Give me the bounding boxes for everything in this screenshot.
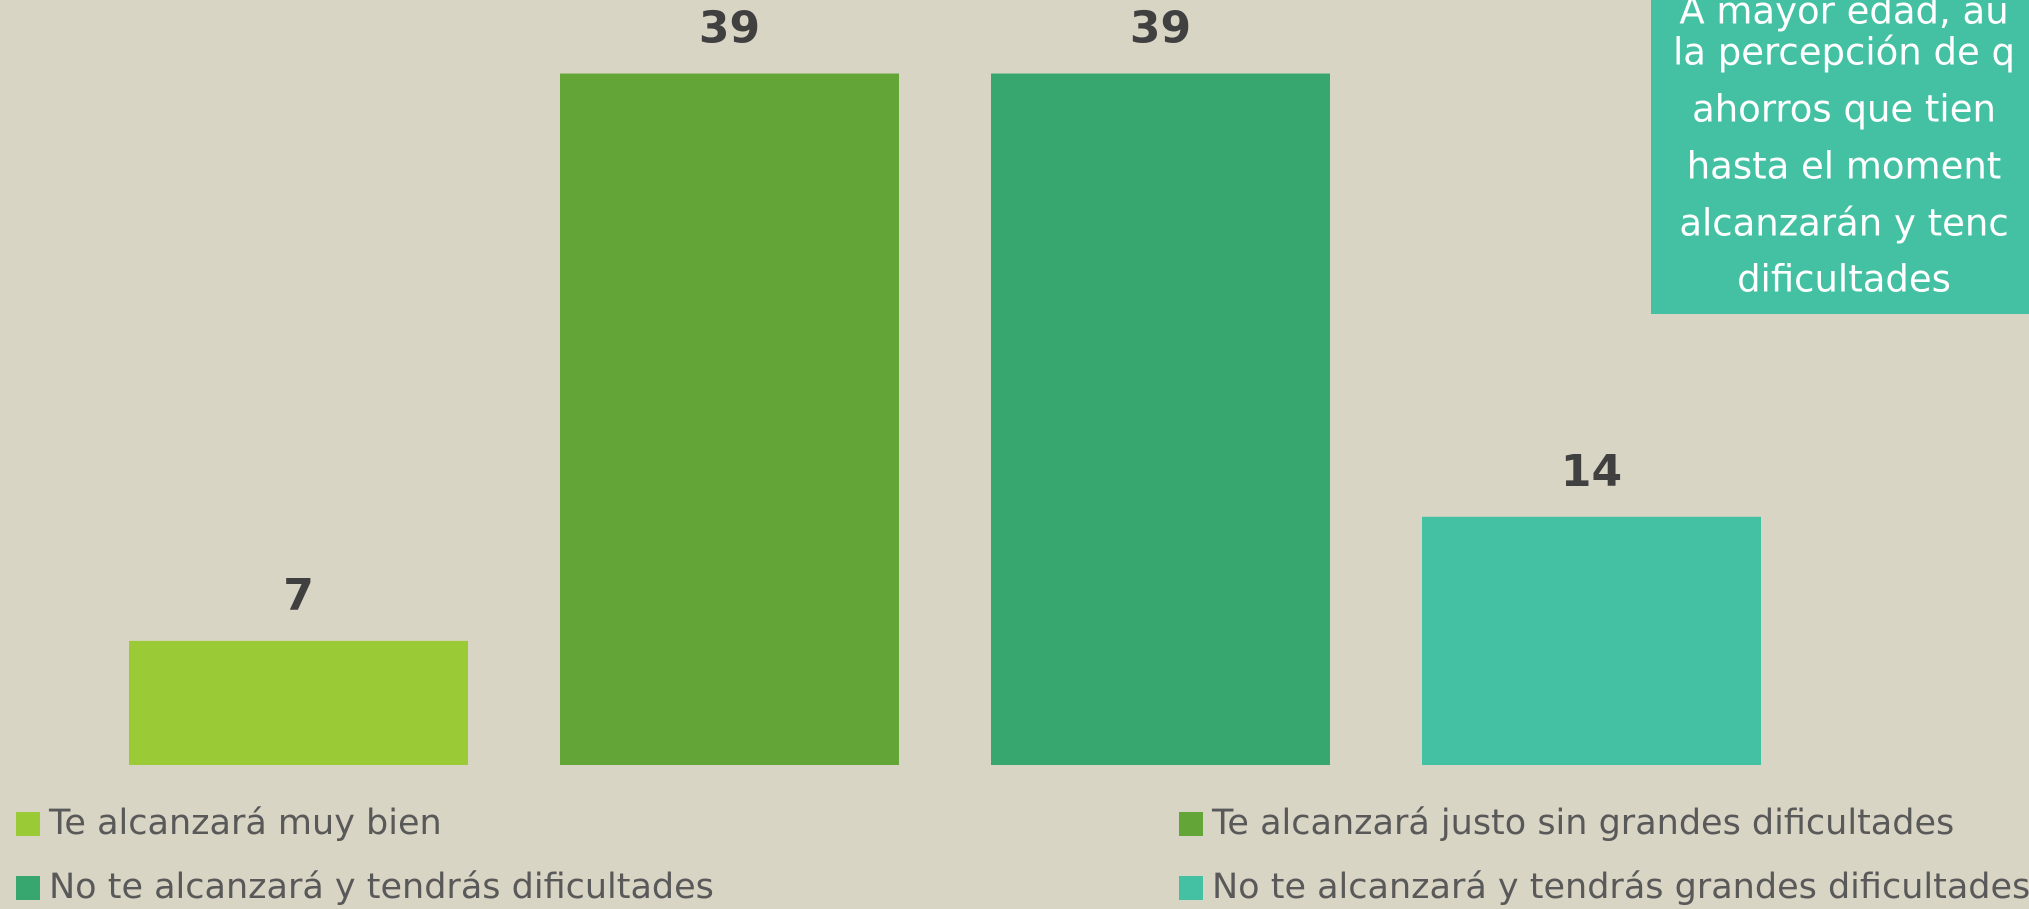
legend-label: No te alcanzará y tendrás grandes dificu… (1212, 867, 2029, 907)
legend-swatch (1179, 812, 1203, 836)
legend-label: Te alcanzará justo sin grandes dificulta… (1211, 803, 1954, 843)
bar (560, 73, 899, 765)
legend-label: No te alcanzará y tendrás dificultades (49, 867, 714, 907)
data-label: 14 (1561, 446, 1622, 497)
legend-label: Te alcanzará muy bien (48, 803, 442, 843)
legend-swatch (1179, 876, 1203, 900)
annotation-text: la percepción de q (1673, 31, 2015, 74)
bar (1422, 516, 1761, 765)
annotation-box (1651, 0, 2029, 314)
data-label: 39 (699, 3, 760, 54)
data-label: 7 (283, 570, 314, 621)
annotation-text: ahorros que tien (1692, 88, 1996, 131)
bar (129, 640, 468, 765)
bar (991, 73, 1330, 765)
data-label: 39 (1130, 3, 1191, 54)
legend-swatch (16, 812, 40, 836)
annotation-text: alcanzarán y tenc (1679, 202, 2008, 245)
annotation-text: A mayor edad, au (1679, 0, 2008, 33)
legend-swatch (16, 876, 40, 900)
annotation-text: dificultades (1737, 258, 1951, 301)
annotation-text: hasta el moment (1687, 145, 2002, 188)
